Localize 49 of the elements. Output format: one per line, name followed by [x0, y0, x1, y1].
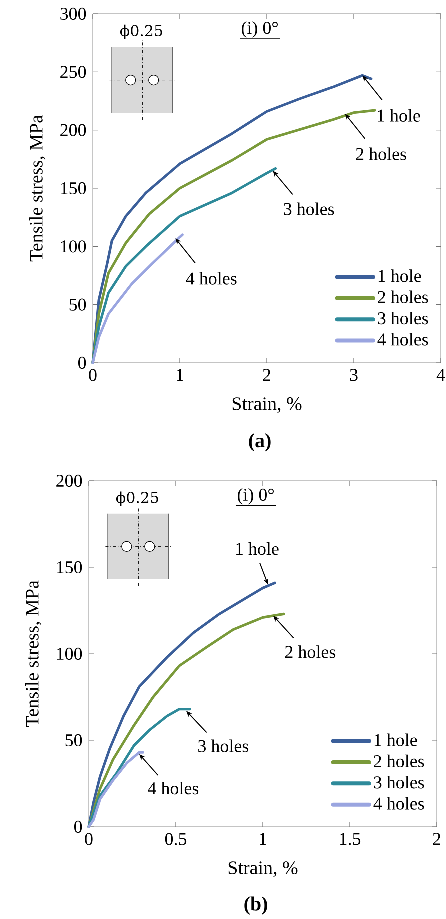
x-axis-title: Strain, %: [228, 862, 298, 878]
x-tick-label: 2: [433, 833, 440, 846]
x-tick-label: 1.5: [340, 833, 361, 846]
x-tick-label: 0: [89, 369, 97, 382]
annotation: 2 holes: [285, 646, 336, 658]
legend-label: 3 holes: [378, 312, 428, 325]
annotation: 3 holes: [284, 202, 334, 216]
annotation: 4 holes: [148, 782, 199, 795]
x-tick-label: 2: [263, 369, 270, 382]
y-axis-title: Tensile stress, MPa: [29, 115, 46, 262]
annotation: (i) 0°: [242, 22, 278, 38]
x-axis-title: Strain, %: [232, 398, 302, 414]
annotation: 1 hole: [236, 542, 279, 556]
legend-label: 2 holes: [378, 290, 428, 304]
text: (a): [249, 433, 271, 452]
legend-label: 4 holes: [378, 333, 428, 346]
annotation: (i) 0°: [238, 488, 274, 505]
annotation: 4 holes: [186, 272, 237, 285]
y-tick-label: 50: [70, 298, 86, 311]
y-tick-label: 100: [57, 648, 82, 660]
y-tick-label: 300: [60, 8, 86, 20]
y-tick-label: 50: [66, 734, 82, 747]
y-tick-label: 0: [74, 820, 82, 834]
y-tick-label: 250: [60, 66, 86, 78]
y-tick-label: 200: [60, 124, 86, 136]
legend-label: 1 hole: [378, 270, 422, 282]
x-tick-label: 3: [350, 369, 358, 382]
annotation: 2 holes: [356, 148, 406, 160]
annotation: ϕ0.25: [116, 492, 158, 506]
x-tick-label: 1: [177, 369, 184, 382]
y-tick-label: 0: [78, 356, 86, 370]
y-tick-label: 200: [56, 474, 82, 488]
line-series: [88, 751, 144, 828]
y-tick-label: 150: [57, 561, 82, 574]
y-axis-title: Tensile stress, MPa: [25, 580, 42, 728]
annotation: 1 hole: [378, 109, 420, 122]
annotation: 3 holes: [198, 740, 249, 752]
annotation: ϕ0.25: [120, 24, 162, 40]
legend-label: 2 holes: [374, 754, 424, 768]
x-tick-label: 1: [260, 833, 266, 846]
line-series: [92, 234, 184, 364]
text: (b): [244, 896, 268, 915]
y-tick-label: 150: [61, 182, 86, 195]
x-tick-label: 0.5: [165, 833, 187, 846]
y-tick-label: 100: [61, 240, 86, 253]
legend-label: 3 holes: [374, 776, 424, 789]
legend-label: 4 holes: [374, 797, 424, 810]
legend-label: 1 hole: [374, 734, 418, 746]
x-tick-label: 4: [436, 369, 446, 382]
